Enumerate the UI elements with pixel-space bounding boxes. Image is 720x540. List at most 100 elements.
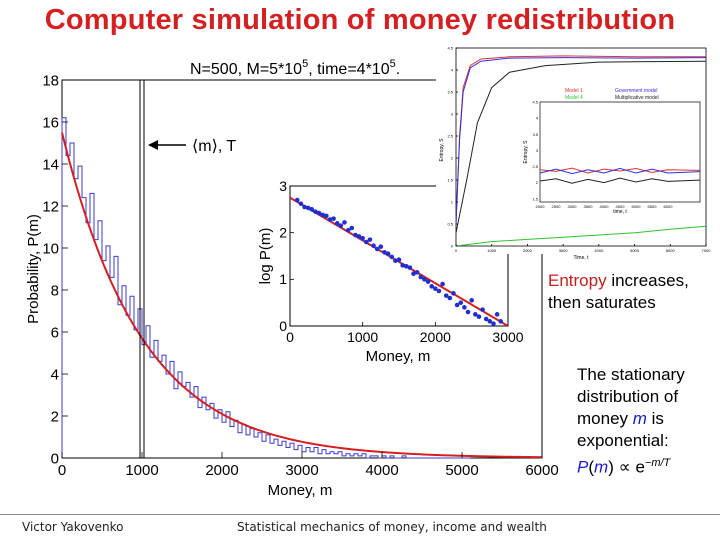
zoom-x-tick-label: 4000 [600, 204, 610, 209]
log-data-point [374, 246, 380, 252]
log-x-axis-label: Money, m [366, 348, 431, 365]
zoom-x-tick-label: 3000 [568, 204, 578, 209]
zoom-x-tick-label: 2000 [536, 204, 546, 209]
zoom-y-tick-label: 1.5 [532, 196, 538, 201]
x-tick-label: 6000 [525, 462, 558, 479]
stationary-line2: distribution of [577, 387, 679, 406]
log-data-point [433, 286, 438, 291]
log-data-point [385, 251, 391, 256]
entropy-zoom-y-ticks: 4.5 4 3.5 3 2.5 2 1.5 [532, 100, 538, 202]
entropy-note: Entropy increases, then saturates [548, 270, 689, 314]
entropy-series-line [455, 225, 707, 247]
zoom-x-tick-label: 2500 [552, 204, 562, 209]
log-data-point [414, 270, 420, 275]
y-tick-label: 1 [451, 199, 454, 204]
y-tick-label: 16 [42, 114, 59, 131]
stationary-line3: money m is [577, 409, 664, 428]
footer-talk-title: Statistical mechanics of money, income a… [237, 520, 547, 534]
y-tick-label: 12 [42, 198, 59, 215]
log-scatter-inset: 0 1000 2000 3000 0 1 2 3 Money, m log P(m) [257, 178, 524, 365]
log-data-point [498, 319, 504, 324]
log-data-point [360, 235, 365, 241]
arrow-head-icon [148, 140, 158, 150]
log-data-point [451, 291, 456, 296]
slide-title: Computer simulation of money redistribut… [44, 4, 676, 36]
log-data-point [480, 307, 485, 312]
y-tick-label: 14 [42, 156, 59, 173]
legend-model1: Model 1 [565, 88, 583, 94]
log-data-point [425, 279, 431, 284]
log-data-point [367, 237, 373, 242]
x-tick-label: 2000 [523, 248, 533, 253]
entropy-series-line [455, 57, 707, 225]
log-data-point [334, 221, 340, 226]
x-tick-label: 3000 [492, 329, 523, 345]
log-data-point [320, 212, 326, 218]
footer-divider [0, 514, 720, 515]
y-tick-label: 4.5 [447, 45, 453, 50]
log-data-point [298, 201, 304, 207]
y-tick-label: 4 [451, 67, 454, 72]
y-tick-label: 0 [451, 243, 454, 248]
log-data-point [491, 321, 496, 326]
log-data-point [454, 302, 460, 308]
log-data-point [403, 263, 409, 269]
x-tick-label: 7000 [702, 248, 712, 253]
entropy-note-line2: then saturates [548, 293, 656, 312]
zoom-x-tick-label: 6000 [664, 204, 674, 209]
mean-temperature-label: ⟨m⟩, T [192, 138, 236, 155]
log-data-point [331, 216, 336, 221]
log-data-point [462, 305, 467, 310]
log-data-point [342, 220, 347, 225]
x-tick-label: 3000 [285, 462, 318, 479]
entropy-y-ticks: 0 0.5 1 1.5 2 2.5 3 3.5 4 4.5 [447, 45, 458, 248]
log-data-point [378, 244, 384, 249]
x-tick-label: 1000 [487, 248, 497, 253]
log-y-ticks: 0 1 2 3 [279, 178, 294, 334]
y-tick-label: 2.5 [447, 133, 453, 138]
log-data-point [407, 265, 413, 270]
x-tick-label: 4000 [365, 462, 398, 479]
y-tick-label: 3 [279, 178, 287, 194]
log-data-point [476, 314, 482, 319]
log-data-point [487, 319, 493, 324]
entropy-y-axis-label: Entropy, S [439, 138, 445, 162]
y-tick-label: 1.5 [447, 177, 453, 182]
y-tick-label: 0 [279, 318, 287, 334]
zoom-y-tick-label: 4 [536, 116, 539, 121]
log-data-point [349, 225, 355, 231]
log-data-point [494, 312, 500, 317]
zoom-series-line [539, 177, 701, 184]
zoom-y-tick-label: 2 [536, 180, 539, 185]
histogram-series [61, 117, 470, 459]
log-data-point [393, 258, 398, 263]
zoom-x-axis-label: time, t [613, 209, 627, 215]
entropy-word: Entropy [548, 271, 607, 290]
entropy-time-inset: 0 1000 2000 3000 4000 5000 6000 7000 0 0.5 1 1.5 2 2… [436, 44, 718, 261]
y-tick-label: 1 [279, 271, 287, 287]
stationary-distribution-note: The stationary distribution of money m i… [577, 364, 717, 479]
log-data-point [364, 239, 369, 245]
zoom-y-axis-label: Entropy, S [523, 140, 529, 164]
log-data-point [313, 209, 318, 214]
x-tick-label: 1000 [125, 462, 158, 479]
y-tick-label: 6 [51, 324, 59, 341]
x-tick-label: 3000 [559, 248, 569, 253]
y-tick-label: 10 [42, 240, 59, 257]
zoom-y-tick-label: 4.5 [532, 100, 538, 105]
log-data-point [436, 288, 442, 294]
log-data-point [302, 204, 307, 210]
x-tick-label: 2000 [420, 329, 451, 345]
entropy-series-lines [455, 55, 707, 247]
entropy-series-line [455, 60, 707, 233]
x-tick-label: 5000 [630, 248, 640, 253]
log-data-point [305, 205, 311, 211]
y-tick-label: 0 [51, 450, 59, 467]
stationary-formula: P(m) ∝ e−m/T [577, 457, 671, 477]
legend-government-model: Government model [615, 88, 658, 94]
entropy-x-axis-label: Time, t [573, 255, 589, 261]
x-tick-label: 1000 [347, 329, 378, 345]
x-tick-label: 6000 [666, 248, 676, 253]
log-scatter-points [294, 197, 504, 326]
zoom-x-tick-label: 5500 [648, 204, 658, 209]
